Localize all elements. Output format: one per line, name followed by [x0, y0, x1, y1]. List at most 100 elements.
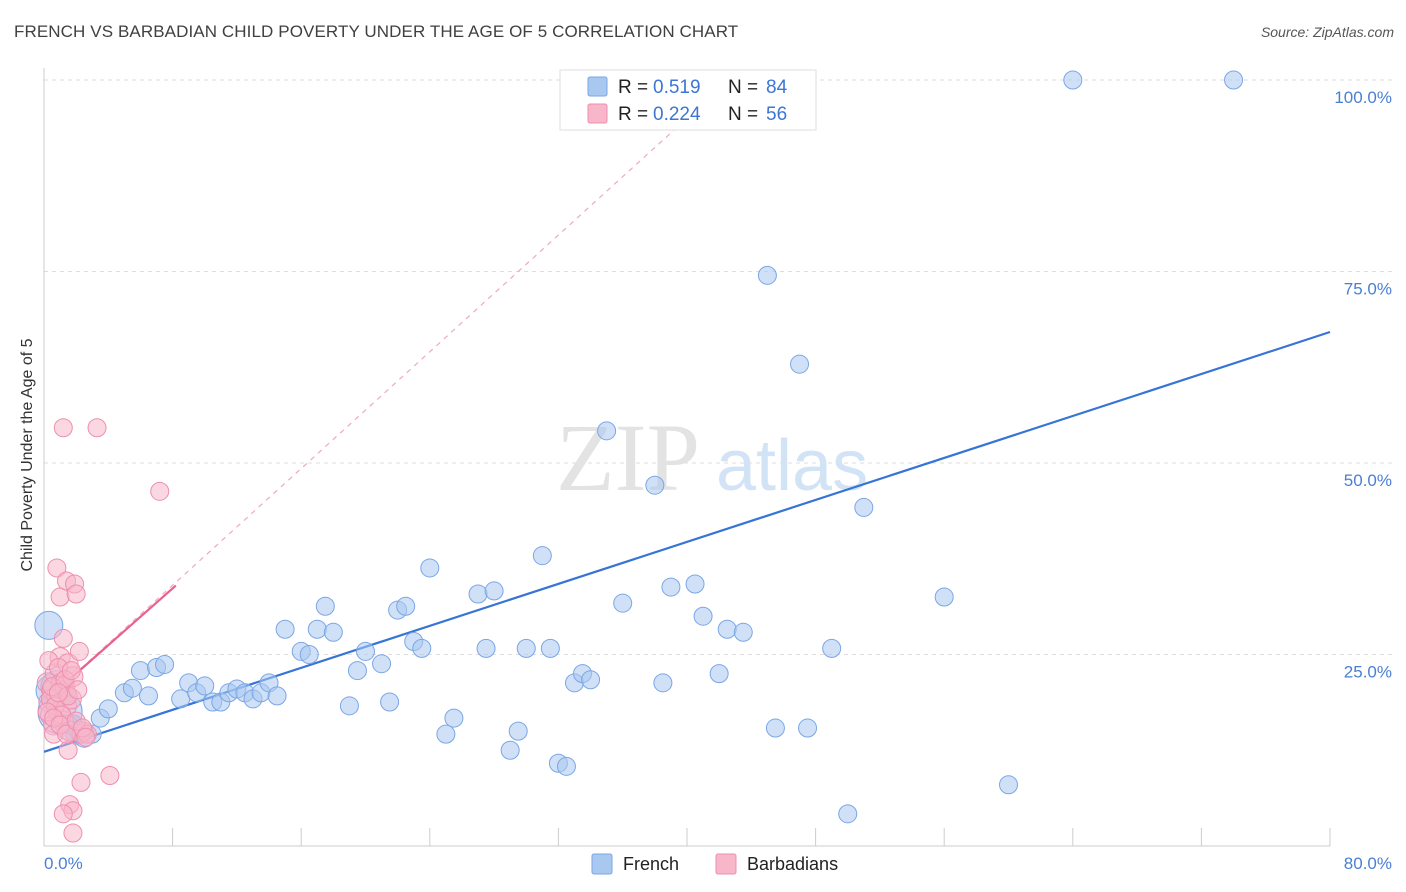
barbadians-point-20	[50, 587, 70, 607]
french-point-66	[653, 673, 673, 693]
legend: R = 0.519 N = 84 R = 0.224 N = 56	[559, 69, 817, 131]
french-point-16	[138, 686, 158, 706]
french-point-73	[757, 265, 777, 285]
bottom-legend: French Barbadians	[591, 853, 838, 875]
french-point-63	[597, 421, 617, 441]
legend-barbadians-r-label: R =	[618, 104, 648, 125]
french-point-77	[822, 638, 842, 658]
french-point-49	[444, 708, 464, 728]
legend-barbadians-n-value: 56	[766, 104, 787, 125]
french-point-68	[685, 574, 705, 594]
french-point-44	[396, 596, 416, 616]
french-point-65	[645, 475, 665, 495]
french-point-15	[130, 661, 150, 681]
french-point-74	[765, 718, 785, 738]
barbadians-points	[36, 418, 170, 843]
legend-barbadians-r-value: 0.224	[653, 104, 701, 125]
french-point-18	[155, 654, 175, 674]
french-point-81	[999, 775, 1018, 795]
barbadians-point-37	[53, 804, 73, 824]
grid-lines	[44, 79, 1392, 655]
french-point-50	[468, 584, 488, 604]
legend-french-n-value: 84	[766, 77, 788, 98]
french-point-83	[1224, 70, 1244, 90]
french-point-56	[532, 546, 552, 566]
chart-source: Source: ZipAtlas.com	[1260, 24, 1394, 40]
french-point-14	[122, 678, 142, 698]
barbadians-point-33	[100, 766, 120, 786]
barbadians-point-31	[87, 418, 107, 438]
x-ticks	[43, 828, 1331, 846]
french-point-48	[436, 724, 456, 744]
bottom-legend-swatch-barbadians	[715, 853, 737, 875]
french-point-36	[315, 596, 335, 616]
legend-barbadians-n-label: N =	[728, 104, 758, 125]
french-point-72	[733, 622, 753, 642]
watermark-zip: ZIP	[556, 404, 700, 511]
french-point-69	[693, 606, 713, 626]
x-tick-label-min: 0.0%	[44, 854, 83, 873]
barbadians-point-34	[71, 772, 91, 792]
barbadians-point-51	[68, 680, 88, 700]
french-point-40	[356, 641, 375, 661]
french-point-34	[299, 645, 319, 664]
french-point-42	[380, 692, 400, 712]
legend-swatch-french	[587, 76, 608, 97]
french-point-55	[516, 638, 536, 658]
french-point-41	[372, 654, 392, 674]
french-trend	[43, 330, 1331, 753]
french-point-76	[798, 718, 818, 738]
chart-title: FRENCH VS BARBADIAN CHILD POVERTY UNDER …	[14, 22, 739, 41]
french-point-62	[581, 670, 601, 690]
barbadians-point-21	[53, 628, 73, 648]
french-point-59	[556, 756, 576, 776]
french-point-22	[195, 676, 215, 696]
bottom-legend-french: French	[623, 854, 679, 874]
french-point-0	[34, 610, 64, 640]
legend-french-r-label: R =	[618, 77, 648, 98]
french-point-35	[307, 619, 327, 639]
barbadians-point-38	[63, 823, 83, 843]
french-point-53	[500, 740, 520, 760]
french-point-82	[1063, 70, 1083, 90]
y-tick-label-25: 25.0%	[1344, 663, 1392, 682]
french-point-37	[323, 622, 343, 642]
french-point-75	[790, 354, 810, 374]
y-tick-label-100: 100.0%	[1334, 88, 1392, 107]
barbadians-trend-extension	[43, 117, 688, 703]
french-point-19	[171, 689, 191, 709]
legend-french-r-value: 0.519	[653, 77, 701, 98]
french-point-51	[476, 638, 496, 658]
french-point-31	[267, 686, 287, 706]
french-point-12	[98, 699, 118, 719]
barbadians-point-32	[150, 481, 170, 501]
barbadians-point-30	[53, 418, 73, 438]
french-point-32	[275, 619, 295, 639]
barbadians-point-23	[58, 740, 78, 760]
barbadians-point-19	[47, 558, 67, 578]
french-point-38	[339, 696, 359, 716]
barbadians-point-55	[61, 661, 81, 681]
watermark: ZIP atlas	[556, 404, 868, 511]
legend-swatch-barbadians	[587, 103, 608, 124]
french-point-80	[934, 587, 954, 607]
french-trend-line	[43, 330, 1331, 753]
french-point-54	[508, 721, 528, 741]
x-tick-label-max: 80.0%	[1344, 854, 1392, 873]
barbadians-point-25	[66, 584, 86, 604]
french-point-71	[717, 619, 737, 639]
french-point-52	[484, 581, 504, 601]
french-point-46	[412, 638, 432, 658]
french-point-39	[347, 661, 367, 681]
french-point-79	[854, 497, 874, 517]
french-point-47	[420, 558, 440, 578]
watermark-atlas: atlas	[716, 426, 868, 506]
french-point-70	[709, 664, 729, 684]
french-point-64	[613, 593, 633, 613]
barbadians-point-54	[48, 683, 68, 703]
y-tick-label-50: 50.0%	[1344, 471, 1392, 490]
bottom-legend-barbadians: Barbadians	[747, 854, 838, 874]
y-tick-labels: 25.0% 50.0% 75.0% 100.0%	[1334, 88, 1392, 682]
legend-french-n-label: N =	[728, 77, 758, 98]
bottom-legend-swatch-french	[591, 853, 613, 875]
